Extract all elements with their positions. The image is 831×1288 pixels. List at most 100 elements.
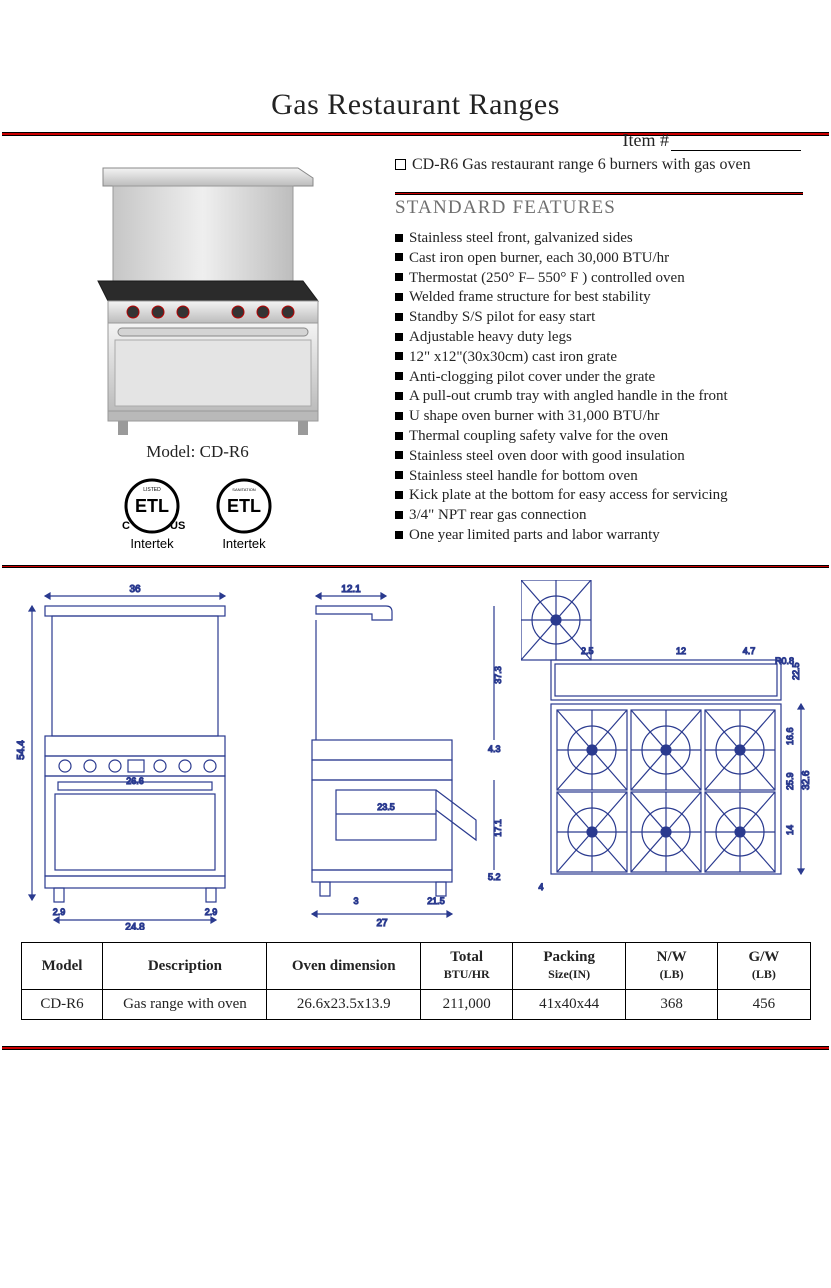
feature-text: Stainless steel oven door with good insu… bbox=[409, 448, 685, 464]
feature-text: Thermal coupling safety valve for the ov… bbox=[409, 428, 668, 444]
divider-mid bbox=[2, 565, 829, 568]
etl-sanitation-badge: ETL SANITATION Intertek bbox=[205, 476, 283, 559]
svg-text:4.3: 4.3 bbox=[488, 744, 501, 754]
divider-bottom bbox=[2, 1046, 829, 1050]
feature-item: A pull-out crumb tray with angled handle… bbox=[395, 387, 803, 407]
svg-text:14: 14 bbox=[785, 825, 795, 835]
feature-text: 12" x12"(30x30cm) cast iron grate bbox=[409, 349, 617, 365]
svg-text:R0.8: R0.8 bbox=[775, 656, 794, 666]
bullet-icon bbox=[395, 313, 403, 321]
feature-item: Thermostat (250° F– 550° F ) controlled … bbox=[395, 269, 803, 289]
svg-text:SANITATION: SANITATION bbox=[232, 487, 256, 492]
table-cell: 41x40x44 bbox=[513, 990, 626, 1020]
drawing-side: 12.1 23.5 37.3 17.1 4.3 5.2 27 bbox=[276, 580, 511, 930]
bullet-icon bbox=[395, 531, 403, 539]
svg-text:ETL: ETL bbox=[227, 496, 261, 516]
engineering-drawings: 36 54.4 26.6 2.9 2.9 bbox=[0, 574, 831, 934]
product-column: Model: CD-R6 ETL LISTED C US Intertek ET… bbox=[0, 156, 395, 559]
feature-item: Stainless steel oven door with good insu… bbox=[395, 447, 803, 467]
svg-text:36: 36 bbox=[129, 584, 141, 595]
bullet-icon bbox=[395, 234, 403, 242]
svg-text:Intertek: Intertek bbox=[222, 536, 266, 551]
svg-text:2.5: 2.5 bbox=[581, 646, 594, 656]
intertek-label: Intertek bbox=[130, 536, 174, 551]
feature-text: Thermostat (250° F– 550° F ) controlled … bbox=[409, 270, 685, 286]
item-number-line bbox=[671, 150, 801, 151]
item-number-field: Item # bbox=[623, 130, 802, 151]
svg-text:54.4: 54.4 bbox=[16, 740, 27, 760]
spec-table: ModelDescriptionOven dimensionTotalBTU/H… bbox=[21, 942, 811, 1020]
svg-text:24.8: 24.8 bbox=[125, 922, 145, 930]
svg-text:2.9: 2.9 bbox=[53, 907, 66, 917]
bullet-icon bbox=[395, 511, 403, 519]
svg-text:2.9: 2.9 bbox=[205, 907, 218, 917]
svg-text:21.5: 21.5 bbox=[427, 896, 445, 906]
svg-text:LISTED: LISTED bbox=[143, 487, 161, 493]
svg-text:32.6: 32.6 bbox=[801, 770, 812, 790]
page-title: Gas Restaurant Ranges bbox=[0, 88, 831, 122]
feature-item: Stainless steel handle for bottom oven bbox=[395, 467, 803, 487]
feature-item: U shape oven burner with 31,000 BTU/hr bbox=[395, 407, 803, 427]
feature-text: Standby S/S pilot for easy start bbox=[409, 309, 595, 325]
feature-text: One year limited parts and labor warrant… bbox=[409, 527, 660, 543]
bullet-icon bbox=[395, 471, 403, 479]
table-cell: CD-R6 bbox=[21, 990, 103, 1020]
etl-listed-badge: ETL LISTED C US Intertek bbox=[113, 476, 191, 559]
svg-text:4.7: 4.7 bbox=[743, 646, 756, 656]
feature-item: Standby S/S pilot for easy start bbox=[395, 308, 803, 328]
feature-text: Adjustable heavy duty legs bbox=[409, 329, 572, 345]
features-heading: STANDARD FEATURES bbox=[395, 197, 803, 219]
svg-text:3: 3 bbox=[353, 896, 358, 906]
feature-text: Kick plate at the bottom for easy access… bbox=[409, 487, 728, 503]
feature-item: Adjustable heavy duty legs bbox=[395, 328, 803, 348]
feature-item: Stainless steel front, galvanized sides bbox=[395, 229, 803, 249]
option-label: CD-R6 Gas restaurant range 6 burners wit… bbox=[412, 156, 751, 173]
features-bar bbox=[395, 192, 803, 195]
bullet-icon bbox=[395, 451, 403, 459]
table-header: PackingSize(IN) bbox=[513, 943, 626, 990]
drawing-front: 36 54.4 26.6 2.9 2.9 bbox=[10, 580, 265, 930]
bullet-icon bbox=[395, 273, 403, 281]
feature-text: 3/4" NPT rear gas connection bbox=[409, 507, 586, 523]
feature-text: U shape oven burner with 31,000 BTU/hr bbox=[409, 408, 659, 424]
table-cell: Gas range with oven bbox=[103, 990, 267, 1020]
feature-item: One year limited parts and labor warrant… bbox=[395, 526, 803, 546]
feature-text: Stainless steel handle for bottom oven bbox=[409, 468, 638, 484]
bullet-icon bbox=[395, 333, 403, 341]
svg-text:5.2: 5.2 bbox=[488, 872, 501, 882]
feature-item: Cast iron open burner, each 30,000 BTU/h… bbox=[395, 249, 803, 269]
feature-text: A pull-out crumb tray with angled handle… bbox=[409, 388, 728, 404]
table-cell: 211,000 bbox=[421, 990, 513, 1020]
feature-item: Welded frame structure for best stabilit… bbox=[395, 288, 803, 308]
table-header: G/W(LB) bbox=[718, 943, 810, 990]
bullet-icon bbox=[395, 432, 403, 440]
option-checkbox[interactable] bbox=[395, 159, 406, 170]
product-photo bbox=[63, 156, 333, 436]
feature-text: Cast iron open burner, each 30,000 BTU/h… bbox=[409, 250, 669, 266]
bullet-icon bbox=[395, 372, 403, 380]
bullet-icon bbox=[395, 352, 403, 360]
svg-text:12.1: 12.1 bbox=[341, 584, 361, 595]
svg-text:25.9: 25.9 bbox=[785, 772, 795, 790]
svg-text:4: 4 bbox=[538, 882, 543, 892]
option-row: CD-R6 Gas restaurant range 6 burners wit… bbox=[395, 156, 803, 174]
feature-item: 12" x12"(30x30cm) cast iron grate bbox=[395, 348, 803, 368]
table-header: TotalBTU/HR bbox=[421, 943, 513, 990]
feature-item: Thermal coupling safety valve for the ov… bbox=[395, 427, 803, 447]
feature-item: Kick plate at the bottom for easy access… bbox=[395, 486, 803, 506]
svg-text:23.5: 23.5 bbox=[377, 802, 395, 812]
drawing-top: 22.5 32.6 25.9 16.6 12 4.7 R bbox=[521, 580, 821, 930]
feature-text: Welded frame structure for best stabilit… bbox=[409, 289, 651, 305]
bullet-icon bbox=[395, 253, 403, 261]
model-label: Model: CD-R6 bbox=[0, 442, 395, 462]
svg-text:16.6: 16.6 bbox=[785, 727, 795, 745]
bullet-icon bbox=[395, 491, 403, 499]
bullet-icon bbox=[395, 412, 403, 420]
svg-text:27: 27 bbox=[376, 918, 388, 929]
etl-text: ETL bbox=[135, 496, 169, 516]
table-cell: 26.6x23.5x13.9 bbox=[267, 990, 421, 1020]
table-header: Oven dimension bbox=[267, 943, 421, 990]
table-cell: 368 bbox=[626, 990, 718, 1020]
feature-item: Anti-clogging pilot cover under the grat… bbox=[395, 368, 803, 388]
bullet-icon bbox=[395, 392, 403, 400]
